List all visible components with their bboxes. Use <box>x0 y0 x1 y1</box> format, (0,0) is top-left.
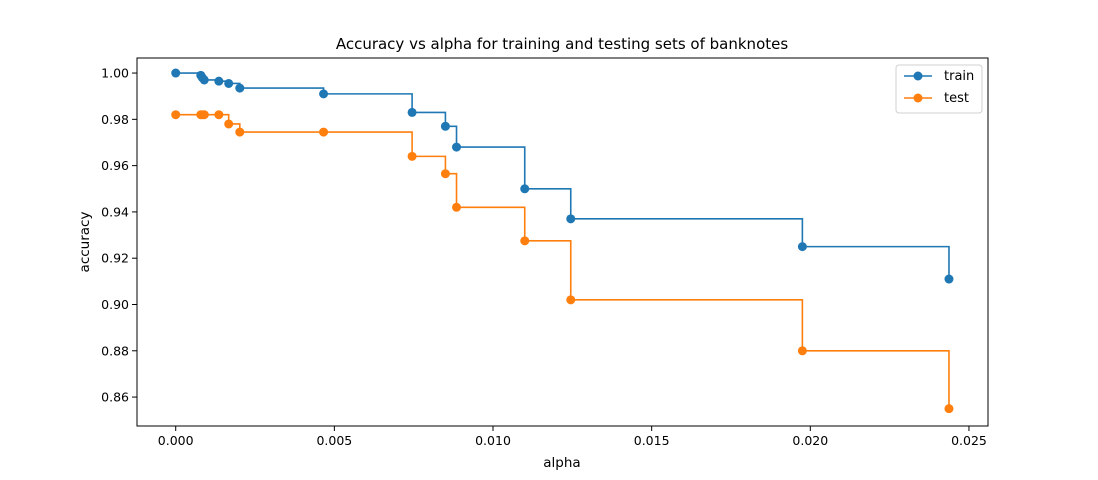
legend-test-marker <box>913 93 923 103</box>
data-point-train <box>199 75 209 85</box>
data-point-test <box>224 119 234 129</box>
plot-lines <box>175 72 950 409</box>
legend: train test <box>895 64 983 114</box>
y-tick-label: 0.92 <box>101 251 129 266</box>
y-tick-label: 0.98 <box>101 112 129 127</box>
legend-train-marker <box>913 71 923 81</box>
y-tick-label: 1.00 <box>101 66 129 81</box>
x-tick-label: 0.025 <box>951 433 987 448</box>
data-point-test <box>214 110 224 120</box>
y-tick-label: 0.96 <box>101 158 129 173</box>
y-axis-label: accuracy <box>77 212 93 273</box>
data-point-train <box>440 121 450 131</box>
y-tick-label: 0.86 <box>101 390 129 405</box>
data-point-train <box>520 184 530 194</box>
data-point-test <box>452 202 462 212</box>
plot-frame <box>136 57 989 427</box>
data-point-train <box>214 76 224 86</box>
y-axis: 0.86 0.88 0.90 0.92 0.94 0.96 0.98 1.00 <box>101 66 137 405</box>
data-point-train <box>319 89 329 99</box>
data-point-train <box>797 242 807 252</box>
data-point-train <box>566 214 576 224</box>
x-tick-label: 0.010 <box>475 433 511 448</box>
x-tick-label: 0.020 <box>792 433 828 448</box>
plot-markers <box>171 68 954 414</box>
data-point-train <box>452 142 462 152</box>
data-point-train <box>235 83 245 93</box>
x-tick-label: 0.000 <box>158 433 194 448</box>
data-point-train <box>407 107 417 117</box>
x-tick-label: 0.005 <box>316 433 352 448</box>
data-point-test <box>944 404 954 414</box>
y-tick-label: 0.94 <box>101 204 129 219</box>
data-point-test <box>797 346 807 356</box>
legend-test-label: test <box>944 91 969 106</box>
y-tick-label: 0.88 <box>101 343 129 358</box>
data-point-test <box>171 110 181 120</box>
series-line-train <box>175 72 950 280</box>
y-tick-label: 0.90 <box>101 297 129 312</box>
data-point-train <box>171 68 181 78</box>
x-axis-label: alpha <box>543 455 580 471</box>
data-point-test <box>319 127 329 137</box>
data-point-train <box>224 78 234 88</box>
x-tick-label: 0.015 <box>634 433 670 448</box>
data-point-test <box>199 110 209 120</box>
data-point-test <box>520 236 530 246</box>
data-point-train <box>944 274 954 284</box>
data-point-test <box>440 169 450 179</box>
x-axis: 0.000 0.005 0.010 0.015 0.020 0.025 <box>158 426 987 448</box>
legend-train-label: train <box>944 69 974 84</box>
data-point-test <box>235 127 245 137</box>
data-point-test <box>566 295 576 305</box>
data-point-test <box>407 151 417 161</box>
chart-title: Accuracy vs alpha for training and testi… <box>336 35 789 53</box>
series-line-test <box>175 113 950 409</box>
